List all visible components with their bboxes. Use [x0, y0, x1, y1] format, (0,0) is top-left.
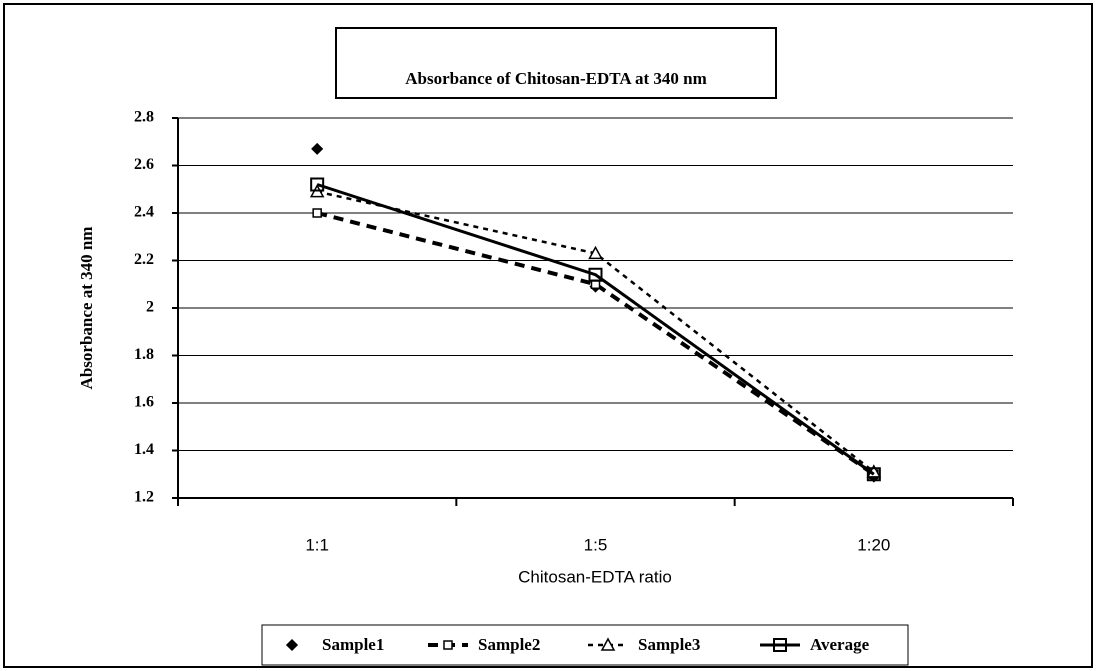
- data-point: [313, 209, 321, 217]
- y-axis-label: Absorbance at 340 nm: [77, 227, 96, 390]
- chart-title: Absorbance of Chitosan-EDTA at 340 nm: [405, 69, 706, 88]
- data-point: [312, 144, 322, 154]
- legend-label: Sample1: [322, 635, 384, 654]
- y-tick-label: 1.4: [134, 441, 154, 458]
- chart: Absorbance of Chitosan-EDTA at 340 nm Ab…: [0, 0, 1096, 671]
- y-tick-label: 2.2: [134, 251, 154, 268]
- legend-marker: [444, 641, 452, 649]
- y-tick-label: 2.8: [134, 109, 154, 126]
- x-tick-label: 1:5: [584, 535, 608, 554]
- legend-label: Sample2: [478, 635, 540, 654]
- x-tick-label: 1:20: [857, 535, 890, 554]
- y-tick-label: 2: [146, 299, 154, 316]
- y-tick-label: 1.2: [134, 489, 154, 506]
- y-tick-label: 1.6: [134, 394, 154, 411]
- y-tick-label: 1.8: [134, 346, 154, 363]
- legend-label: Sample3: [638, 635, 700, 654]
- x-tick-label: 1:1: [305, 535, 329, 554]
- y-tick-label: 2.4: [134, 204, 154, 221]
- series-line: [317, 185, 874, 475]
- x-axis-label: Chitosan-EDTA ratio: [518, 567, 672, 586]
- y-tick-label: 2.6: [134, 156, 154, 173]
- legend-label: Average: [810, 635, 870, 654]
